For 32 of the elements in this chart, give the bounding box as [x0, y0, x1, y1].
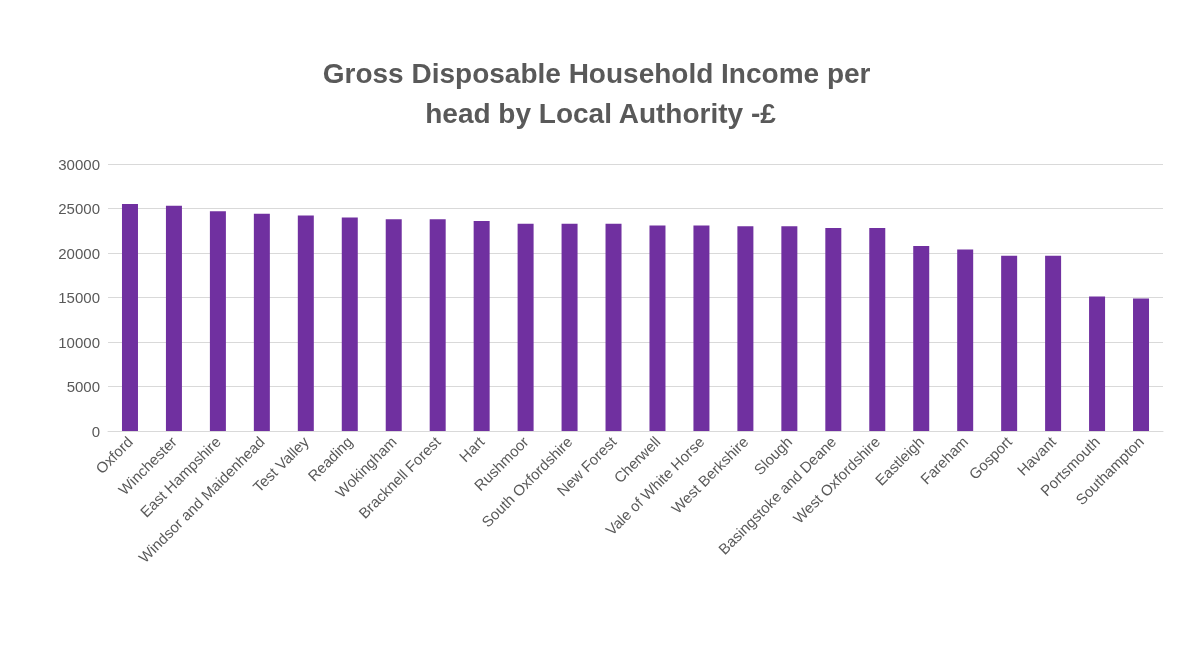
- bar: [1089, 296, 1106, 431]
- bar: [429, 219, 446, 431]
- bar: [121, 204, 138, 431]
- y-tick-label: 25000: [58, 200, 100, 217]
- bar: [341, 217, 358, 431]
- bar: [649, 225, 666, 431]
- bar: [1133, 298, 1150, 431]
- bar: [957, 249, 974, 431]
- bar: [737, 226, 754, 431]
- bar: [1001, 255, 1018, 431]
- bar: [869, 228, 886, 431]
- y-tick-label: 30000: [58, 155, 100, 173]
- bar: [165, 205, 182, 431]
- bar: [605, 223, 622, 431]
- bar: [253, 213, 270, 431]
- bar: [825, 228, 842, 431]
- y-tick-label: 10000: [58, 333, 100, 351]
- bar: [517, 223, 534, 431]
- y-tick-label: 15000: [58, 289, 100, 306]
- bar: [209, 211, 226, 431]
- bar: [1045, 255, 1062, 431]
- chart-title: Gross Disposable Household Income per head by Local Authority -£: [322, 57, 879, 129]
- bar: [385, 219, 402, 431]
- bar: [913, 245, 930, 431]
- y-tick-label: 0: [91, 422, 100, 440]
- bar: [781, 226, 798, 431]
- bar: [693, 225, 710, 431]
- bar: [473, 220, 490, 431]
- y-tick-label: 5000: [66, 378, 100, 395]
- bar: [297, 215, 314, 431]
- bar: [561, 223, 578, 431]
- y-tick-label: 20000: [58, 244, 100, 262]
